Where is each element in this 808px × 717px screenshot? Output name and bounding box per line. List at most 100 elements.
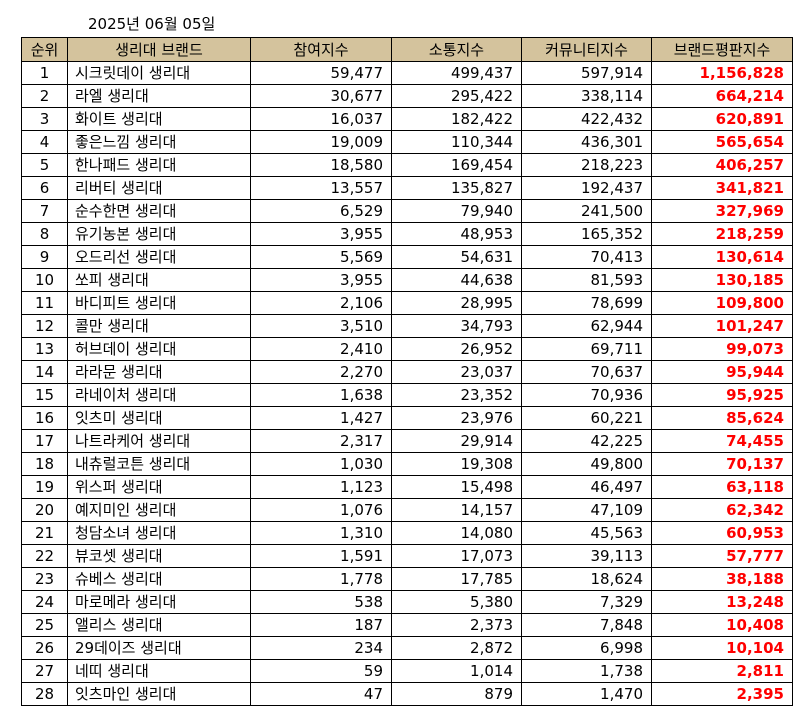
table-row: 13 허브데이 생리대 2,410 26,952 69,711 99,073 [21,337,793,361]
rank-cell: 22 [21,544,68,568]
community-cell: 62,944 [521,314,652,338]
table-row: 2 라엘 생리대 30,677 295,422 338,114 664,214 [21,84,793,108]
rank-cell: 10 [21,268,68,292]
participation-cell: 234 [250,636,392,660]
table-row: 19 위스퍼 생리대 1,123 15,498 46,497 63,118 [21,475,793,499]
reputation-score-cell: 99,073 [651,337,793,361]
community-cell: 338,114 [521,84,652,108]
reputation-score-cell: 565,654 [651,130,793,154]
reputation-score-cell: 620,891 [651,107,793,131]
header-rank: 순위 [21,37,68,62]
header-communication: 소통지수 [391,37,522,62]
brand-cell: 29데이즈 생리대 [67,636,251,660]
brand-cell: 슈베스 생리대 [67,567,251,591]
rank-cell: 24 [21,590,68,614]
rank-cell: 6 [21,176,68,200]
communication-cell: 14,157 [391,498,522,522]
reputation-score-cell: 95,925 [651,383,793,407]
reputation-score-cell: 13,248 [651,590,793,614]
table-row: 16 잇츠미 생리대 1,427 23,976 60,221 85,624 [21,406,793,430]
brand-cell: 잇츠미 생리대 [67,406,251,430]
rank-cell: 4 [21,130,68,154]
community-cell: 1,738 [521,659,652,683]
communication-cell: 23,037 [391,360,522,384]
communication-cell: 28,995 [391,291,522,315]
participation-cell: 1,030 [250,452,392,476]
communication-cell: 48,953 [391,222,522,246]
community-cell: 7,329 [521,590,652,614]
reputation-score-cell: 2,395 [651,682,793,706]
brand-cell: 라네이처 생리대 [67,383,251,407]
table-row: 25 앨리스 생리대 187 2,373 7,848 10,408 [21,613,793,637]
table-row: 10 쏘피 생리대 3,955 44,638 81,593 130,185 [21,268,793,292]
brand-reputation-table: 순위 생리대 브랜드 참여지수 소통지수 커뮤니티지수 브랜드평판지수 1 시크릿… [21,37,793,706]
communication-cell: 19,308 [391,452,522,476]
community-cell: 1,470 [521,682,652,706]
rank-cell: 14 [21,360,68,384]
participation-cell: 2,270 [250,360,392,384]
participation-cell: 19,009 [250,130,392,154]
reputation-score-cell: 327,969 [651,199,793,223]
table-row: 27 네띠 생리대 59 1,014 1,738 2,811 [21,659,793,683]
rank-cell: 21 [21,521,68,545]
table-body: 1 시크릿데이 생리대 59,477 499,437 597,914 1,156,828 2… [21,61,793,706]
rank-cell: 16 [21,406,68,430]
brand-cell: 네띠 생리대 [67,659,251,683]
communication-cell: 1,014 [391,659,522,683]
community-cell: 39,113 [521,544,652,568]
community-cell: 70,637 [521,360,652,384]
rank-cell: 17 [21,429,68,453]
participation-cell: 47 [250,682,392,706]
rank-cell: 27 [21,659,68,683]
participation-cell: 5,569 [250,245,392,269]
participation-cell: 30,677 [250,84,392,108]
table-row: 6 리버티 생리대 13,557 135,827 192,437 341,821 [21,176,793,200]
brand-cell: 라엘 생리대 [67,84,251,108]
table-row: 23 슈베스 생리대 1,778 17,785 18,624 38,188 [21,567,793,591]
reputation-score-cell: 109,800 [651,291,793,315]
table-row: 8 유기농본 생리대 3,955 48,953 165,352 218,259 [21,222,793,246]
participation-cell: 18,580 [250,153,392,177]
rank-cell: 28 [21,682,68,706]
reputation-score-cell: 63,118 [651,475,793,499]
community-cell: 192,437 [521,176,652,200]
reputation-score-cell: 1,156,828 [651,61,793,85]
communication-cell: 169,454 [391,153,522,177]
rank-cell: 12 [21,314,68,338]
table-row: 17 나트라케어 생리대 2,317 29,914 42,225 74,455 [21,429,793,453]
table-row: 26 29데이즈 생리대 234 2,872 6,998 10,104 [21,636,793,660]
reputation-score-cell: 70,137 [651,452,793,476]
rank-cell: 25 [21,613,68,637]
header-participation: 참여지수 [250,37,392,62]
header-reputation: 브랜드평판지수 [651,37,793,62]
rank-cell: 20 [21,498,68,522]
community-cell: 218,223 [521,153,652,177]
communication-cell: 34,793 [391,314,522,338]
table-row: 3 화이트 생리대 16,037 182,422 422,432 620,891 [21,107,793,131]
communication-cell: 17,073 [391,544,522,568]
participation-cell: 2,410 [250,337,392,361]
table-row: 18 내츄럴코튼 생리대 1,030 19,308 49,800 70,137 [21,452,793,476]
table-row: 24 마로메라 생리대 538 5,380 7,329 13,248 [21,590,793,614]
participation-cell: 3,510 [250,314,392,338]
brand-cell: 유기농본 생리대 [67,222,251,246]
report-date: 2025년 06월 05일 [88,15,216,33]
rank-cell: 8 [21,222,68,246]
community-cell: 436,301 [521,130,652,154]
communication-cell: 79,940 [391,199,522,223]
reputation-score-cell: 664,214 [651,84,793,108]
rank-cell: 13 [21,337,68,361]
participation-cell: 187 [250,613,392,637]
communication-cell: 499,437 [391,61,522,85]
community-cell: 70,413 [521,245,652,269]
rank-cell: 7 [21,199,68,223]
participation-cell: 1,591 [250,544,392,568]
reputation-score-cell: 10,104 [651,636,793,660]
brand-cell: 예지미인 생리대 [67,498,251,522]
community-cell: 165,352 [521,222,652,246]
communication-cell: 110,344 [391,130,522,154]
table-row: 28 잇츠마인 생리대 47 879 1,470 2,395 [21,682,793,706]
brand-cell: 바디피트 생리대 [67,291,251,315]
header-community: 커뮤니티지수 [521,37,652,62]
brand-cell: 좋은느낌 생리대 [67,130,251,154]
